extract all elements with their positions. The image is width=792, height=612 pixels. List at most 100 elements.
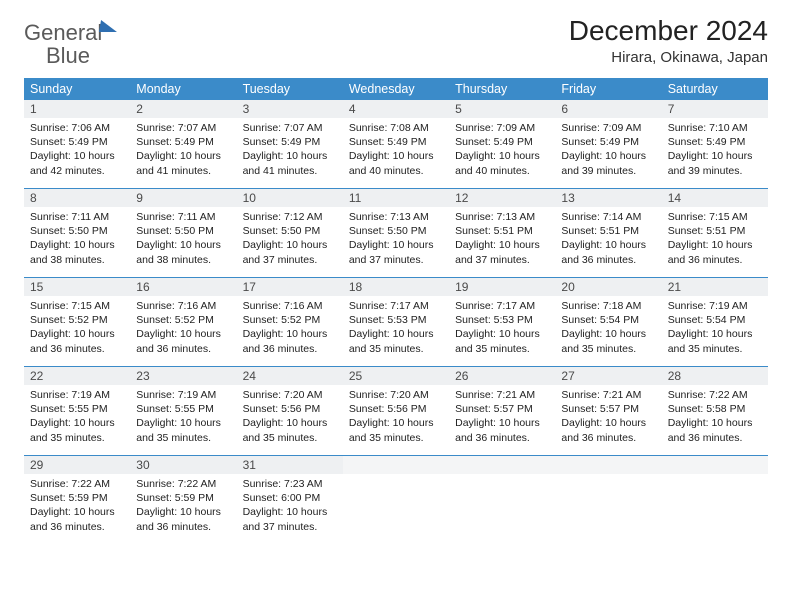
calendar-day-cell: . [555,456,661,545]
day-number: 17 [237,278,343,296]
day-details: Sunrise: 7:13 AMSunset: 5:50 PMDaylight:… [343,207,449,272]
day-number: 18 [343,278,449,296]
day-details: Sunrise: 7:19 AMSunset: 5:55 PMDaylight:… [130,385,236,450]
day-number: 1 [24,100,130,118]
weekday-header: Saturday [662,78,768,100]
day-number: 31 [237,456,343,474]
day-number: 20 [555,278,661,296]
calendar-day-cell: 27Sunrise: 7:21 AMSunset: 5:57 PMDayligh… [555,367,661,456]
day-details: Sunrise: 7:15 AMSunset: 5:52 PMDaylight:… [24,296,130,361]
calendar-day-cell: 20Sunrise: 7:18 AMSunset: 5:54 PMDayligh… [555,278,661,367]
calendar-day-cell: . [343,456,449,545]
day-details: Sunrise: 7:09 AMSunset: 5:49 PMDaylight:… [555,118,661,183]
day-number: 22 [24,367,130,385]
calendar-day-cell: 2Sunrise: 7:07 AMSunset: 5:49 PMDaylight… [130,100,236,189]
weekday-header: Thursday [449,78,555,100]
day-details: Sunrise: 7:16 AMSunset: 5:52 PMDaylight:… [237,296,343,361]
day-details: Sunrise: 7:23 AMSunset: 6:00 PMDaylight:… [237,474,343,539]
day-number: 21 [662,278,768,296]
day-details: Sunrise: 7:22 AMSunset: 5:58 PMDaylight:… [662,385,768,450]
calendar-day-cell: 24Sunrise: 7:20 AMSunset: 5:56 PMDayligh… [237,367,343,456]
day-number: 30 [130,456,236,474]
calendar-day-cell: 22Sunrise: 7:19 AMSunset: 5:55 PMDayligh… [24,367,130,456]
day-details: Sunrise: 7:12 AMSunset: 5:50 PMDaylight:… [237,207,343,272]
day-details: Sunrise: 7:17 AMSunset: 5:53 PMDaylight:… [449,296,555,361]
day-number: 26 [449,367,555,385]
calendar-day-cell: 21Sunrise: 7:19 AMSunset: 5:54 PMDayligh… [662,278,768,367]
day-details: Sunrise: 7:10 AMSunset: 5:49 PMDaylight:… [662,118,768,183]
calendar-week-row: 1Sunrise: 7:06 AMSunset: 5:49 PMDaylight… [24,100,768,189]
calendar-day-cell: . [449,456,555,545]
calendar-day-cell: 7Sunrise: 7:10 AMSunset: 5:49 PMDaylight… [662,100,768,189]
day-number: 6 [555,100,661,118]
day-number: 16 [130,278,236,296]
calendar-day-cell: 14Sunrise: 7:15 AMSunset: 5:51 PMDayligh… [662,189,768,278]
day-details: Sunrise: 7:18 AMSunset: 5:54 PMDaylight:… [555,296,661,361]
day-number: 23 [130,367,236,385]
day-number: 4 [343,100,449,118]
day-details: Sunrise: 7:07 AMSunset: 5:49 PMDaylight:… [237,118,343,183]
day-number: 10 [237,189,343,207]
calendar-day-cell: 11Sunrise: 7:13 AMSunset: 5:50 PMDayligh… [343,189,449,278]
location-text: Hirara, Okinawa, Japan [569,49,768,66]
day-details: Sunrise: 7:20 AMSunset: 5:56 PMDaylight:… [237,385,343,450]
day-number: 14 [662,189,768,207]
day-details: Sunrise: 7:08 AMSunset: 5:49 PMDaylight:… [343,118,449,183]
day-details: Sunrise: 7:21 AMSunset: 5:57 PMDaylight:… [449,385,555,450]
calendar-day-cell: 1Sunrise: 7:06 AMSunset: 5:49 PMDaylight… [24,100,130,189]
day-number: 28 [662,367,768,385]
calendar-week-row: 29Sunrise: 7:22 AMSunset: 5:59 PMDayligh… [24,456,768,545]
day-number: 24 [237,367,343,385]
calendar-day-cell: 19Sunrise: 7:17 AMSunset: 5:53 PMDayligh… [449,278,555,367]
weekday-header: Wednesday [343,78,449,100]
calendar-week-row: 8Sunrise: 7:11 AMSunset: 5:50 PMDaylight… [24,189,768,278]
calendar-day-cell: 18Sunrise: 7:17 AMSunset: 5:53 PMDayligh… [343,278,449,367]
calendar-day-cell: 12Sunrise: 7:13 AMSunset: 5:51 PMDayligh… [449,189,555,278]
brand-logo: General Blue [24,20,118,68]
day-details: Sunrise: 7:22 AMSunset: 5:59 PMDaylight:… [24,474,130,539]
day-number: 13 [555,189,661,207]
weekday-header: Friday [555,78,661,100]
brand-triangle-icon [99,20,119,32]
month-title: December 2024 [569,16,768,47]
day-details: Sunrise: 7:09 AMSunset: 5:49 PMDaylight:… [449,118,555,183]
calendar-day-cell: 6Sunrise: 7:09 AMSunset: 5:49 PMDaylight… [555,100,661,189]
calendar-table: Sunday Monday Tuesday Wednesday Thursday… [24,78,768,544]
day-details: Sunrise: 7:20 AMSunset: 5:56 PMDaylight:… [343,385,449,450]
calendar-day-cell: 26Sunrise: 7:21 AMSunset: 5:57 PMDayligh… [449,367,555,456]
day-number: 9 [130,189,236,207]
day-number: 7 [662,100,768,118]
calendar-body: 1Sunrise: 7:06 AMSunset: 5:49 PMDaylight… [24,100,768,544]
day-number: 27 [555,367,661,385]
day-details: Sunrise: 7:07 AMSunset: 5:49 PMDaylight:… [130,118,236,183]
day-number: 11 [343,189,449,207]
calendar-day-cell: . [662,456,768,545]
calendar-day-cell: 9Sunrise: 7:11 AMSunset: 5:50 PMDaylight… [130,189,236,278]
brand-text-1: General [24,20,102,45]
calendar-day-cell: 16Sunrise: 7:16 AMSunset: 5:52 PMDayligh… [130,278,236,367]
day-number: 3 [237,100,343,118]
day-number: 29 [24,456,130,474]
title-block: December 2024 Hirara, Okinawa, Japan [569,16,768,66]
calendar-day-cell: 28Sunrise: 7:22 AMSunset: 5:58 PMDayligh… [662,367,768,456]
calendar-day-cell: 8Sunrise: 7:11 AMSunset: 5:50 PMDaylight… [24,189,130,278]
day-details: Sunrise: 7:19 AMSunset: 5:55 PMDaylight:… [24,385,130,450]
day-details: Sunrise: 7:13 AMSunset: 5:51 PMDaylight:… [449,207,555,272]
weekday-header: Tuesday [237,78,343,100]
day-details: Sunrise: 7:17 AMSunset: 5:53 PMDaylight:… [343,296,449,361]
calendar-day-cell: 4Sunrise: 7:08 AMSunset: 5:49 PMDaylight… [343,100,449,189]
day-number: 19 [449,278,555,296]
day-number: 8 [24,189,130,207]
day-number: 2 [130,100,236,118]
calendar-day-cell: 29Sunrise: 7:22 AMSunset: 5:59 PMDayligh… [24,456,130,545]
calendar-day-cell: 31Sunrise: 7:23 AMSunset: 6:00 PMDayligh… [237,456,343,545]
day-details: Sunrise: 7:14 AMSunset: 5:51 PMDaylight:… [555,207,661,272]
day-details: Sunrise: 7:21 AMSunset: 5:57 PMDaylight:… [555,385,661,450]
weekday-header-row: Sunday Monday Tuesday Wednesday Thursday… [24,78,768,100]
calendar-week-row: 15Sunrise: 7:15 AMSunset: 5:52 PMDayligh… [24,278,768,367]
day-details: Sunrise: 7:11 AMSunset: 5:50 PMDaylight:… [130,207,236,272]
day-details: Sunrise: 7:19 AMSunset: 5:54 PMDaylight:… [662,296,768,361]
weekday-header: Monday [130,78,236,100]
calendar-day-cell: 5Sunrise: 7:09 AMSunset: 5:49 PMDaylight… [449,100,555,189]
calendar-week-row: 22Sunrise: 7:19 AMSunset: 5:55 PMDayligh… [24,367,768,456]
